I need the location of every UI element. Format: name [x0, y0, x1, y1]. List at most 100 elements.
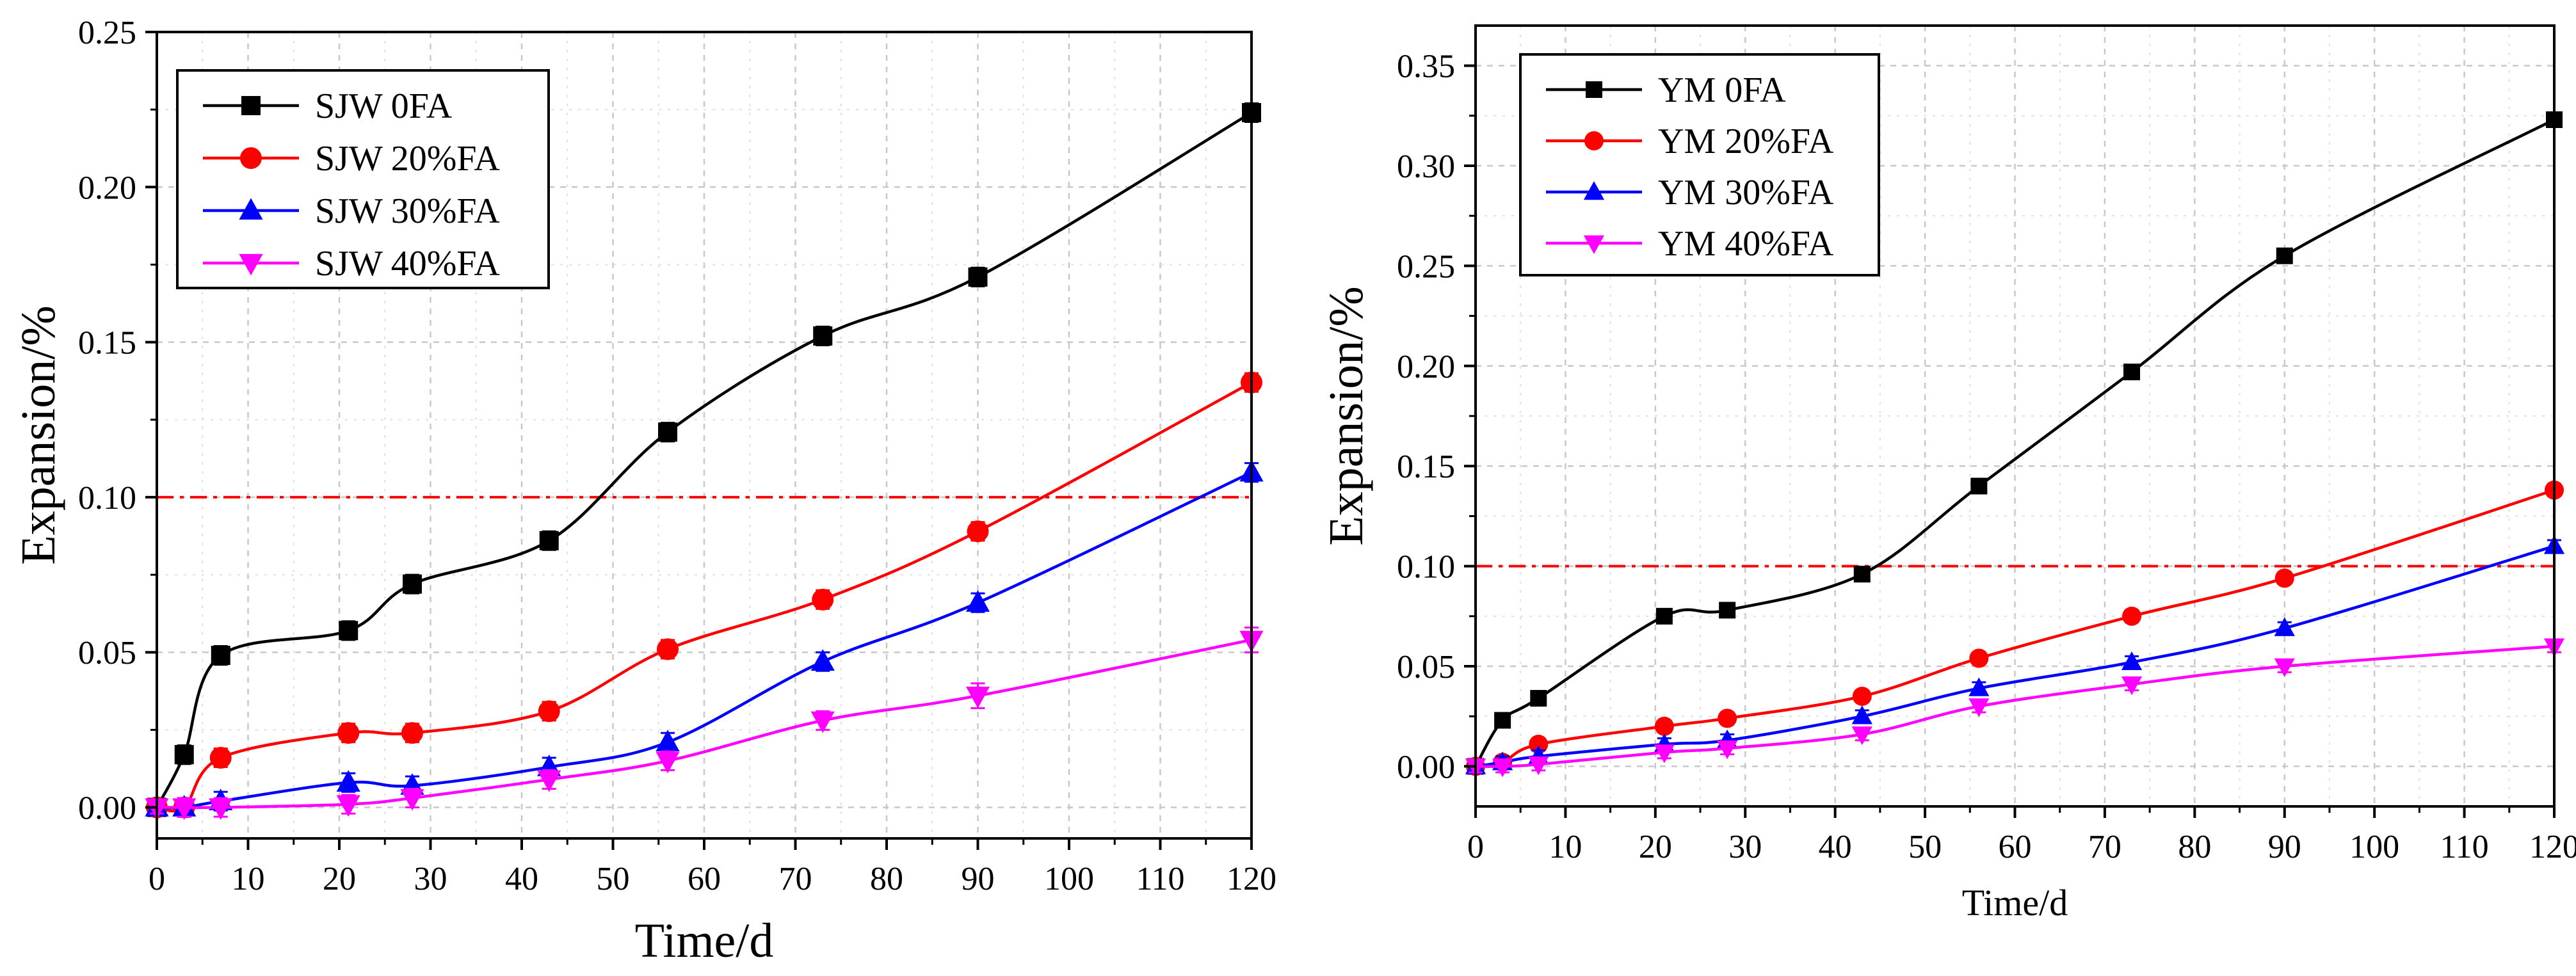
- y-tick-label: 0.15: [78, 325, 136, 362]
- data-point: [172, 798, 197, 820]
- data-point: [2274, 658, 2295, 677]
- y-tick-label: 0.00: [78, 790, 136, 827]
- data-point: [211, 646, 230, 666]
- x-tick-label: 90: [962, 861, 995, 897]
- data-point: [1968, 677, 1990, 696]
- legend-label: SJW 20%FA: [315, 139, 500, 179]
- data-point: [813, 326, 833, 346]
- x-tick-label: 90: [2268, 829, 2301, 865]
- data-point: [401, 722, 423, 744]
- data-point: [2274, 617, 2295, 636]
- legend-entry: YM 30%FA: [1546, 173, 1834, 212]
- data-point: [1853, 566, 1871, 583]
- legend-label: SJW 40%FA: [315, 244, 500, 284]
- series-line: [156, 471, 1252, 810]
- data-point: [656, 751, 680, 774]
- y-tick-label: 0.35: [1397, 49, 1455, 85]
- data-point: [1530, 690, 1547, 707]
- data-point: [965, 686, 990, 708]
- legend-label: YM 30%FA: [1658, 173, 1834, 212]
- x-tick-label: 80: [870, 861, 903, 897]
- data-point: [1851, 726, 1872, 746]
- x-tick-label: 30: [414, 861, 447, 897]
- y-tick-label: 0.20: [78, 170, 136, 206]
- legend-entry: SJW 40%FA: [203, 244, 500, 284]
- x-tick-label: 20: [323, 861, 356, 897]
- x-tick-label: 100: [1044, 861, 1094, 897]
- legend-marker: [240, 147, 262, 169]
- legend-marker: [1583, 235, 1605, 254]
- x-tick-label: 60: [688, 861, 721, 897]
- data-point: [2123, 364, 2141, 381]
- data-point: [174, 745, 194, 765]
- data-point: [967, 520, 989, 543]
- data-point: [209, 747, 232, 769]
- data-point: [1529, 735, 1549, 755]
- data-point: [1654, 744, 1675, 764]
- data-point: [1654, 716, 1674, 736]
- data-point: [539, 531, 559, 550]
- data-point: [810, 649, 835, 671]
- chart-panel-sjw: 0 10 20 30 40 50 60 70 80 90 100 110 120 0.00 0.05 0.10…: [12, 15, 1276, 968]
- x-tick-label: 30: [1728, 829, 1762, 865]
- x-tick-label: 120: [2529, 829, 2576, 865]
- x-tick-label: 80: [2178, 829, 2211, 865]
- legend-entry: YM 40%FA: [1546, 224, 1834, 264]
- data-point: [1718, 708, 1737, 728]
- data-point: [968, 267, 988, 287]
- data-point: [537, 770, 561, 792]
- x-tick-label: 70: [2088, 829, 2121, 865]
- data-point: [1968, 698, 1990, 717]
- legend-marker: [241, 96, 261, 115]
- y-tick-label: 0.00: [1397, 749, 1455, 785]
- x-tick-label: 100: [2349, 829, 2399, 865]
- data-point: [1528, 756, 1549, 776]
- data-point: [336, 770, 360, 792]
- series-ym-40-fa: [1465, 638, 2565, 778]
- legend: YM 0FA YM 20%FA YM 30%FA YM 40%FA: [1519, 53, 1880, 276]
- data-point: [403, 574, 422, 594]
- x-tick-label: 40: [1819, 829, 1852, 865]
- data-point: [1969, 648, 1989, 668]
- legend-label: SJW 30%FA: [315, 191, 500, 231]
- legend-entry: SJW 30%FA: [203, 191, 500, 231]
- data-point: [657, 638, 679, 660]
- legend-marker: [1586, 81, 1602, 98]
- legend-box: [1519, 53, 1880, 276]
- x-tick-label: 50: [597, 861, 630, 897]
- x-tick-label: 40: [505, 861, 538, 897]
- legend-entry: SJW 0FA: [203, 86, 453, 126]
- data-point: [656, 730, 680, 751]
- legend-marker: [1583, 181, 1605, 200]
- legend-entry: YM 0FA: [1546, 70, 1786, 110]
- x-tick-label: 110: [2440, 829, 2489, 865]
- legend-entry: YM 20%FA: [1546, 122, 1834, 161]
- y-tick-label: 0.05: [78, 635, 136, 671]
- data-point: [810, 711, 835, 733]
- legend-marker: [1584, 131, 1604, 150]
- legend-label: YM 20%FA: [1658, 122, 1834, 161]
- y-axis-title: Expansion/%: [1319, 286, 1373, 545]
- data-point: [209, 798, 233, 820]
- data-point: [1851, 705, 1872, 724]
- y-tick-label: 0.10: [78, 480, 136, 516]
- data-point: [812, 588, 834, 611]
- legend-marker: [239, 198, 263, 220]
- data-point: [2122, 606, 2142, 626]
- data-point: [538, 700, 560, 723]
- legend-label: SJW 0FA: [315, 86, 453, 126]
- data-point: [339, 621, 358, 641]
- data-point: [1717, 740, 1738, 760]
- data-point: [965, 590, 990, 612]
- series-sjw-0fa: [147, 102, 1261, 817]
- legend-entry: SJW 20%FA: [203, 139, 500, 179]
- y-tick-label: 0.15: [1397, 449, 1455, 485]
- y-tick-label: 0.25: [1397, 248, 1455, 285]
- legend: SJW 0FA SJW 20%FA SJW 30%FA SJW 40%FA: [176, 69, 550, 289]
- data-point: [2121, 651, 2143, 671]
- x-tick-label: 10: [1549, 829, 1582, 865]
- x-tick-label: 50: [1908, 829, 1942, 865]
- x-axis-title: Time/d: [635, 914, 774, 968]
- data-point: [1492, 758, 1513, 778]
